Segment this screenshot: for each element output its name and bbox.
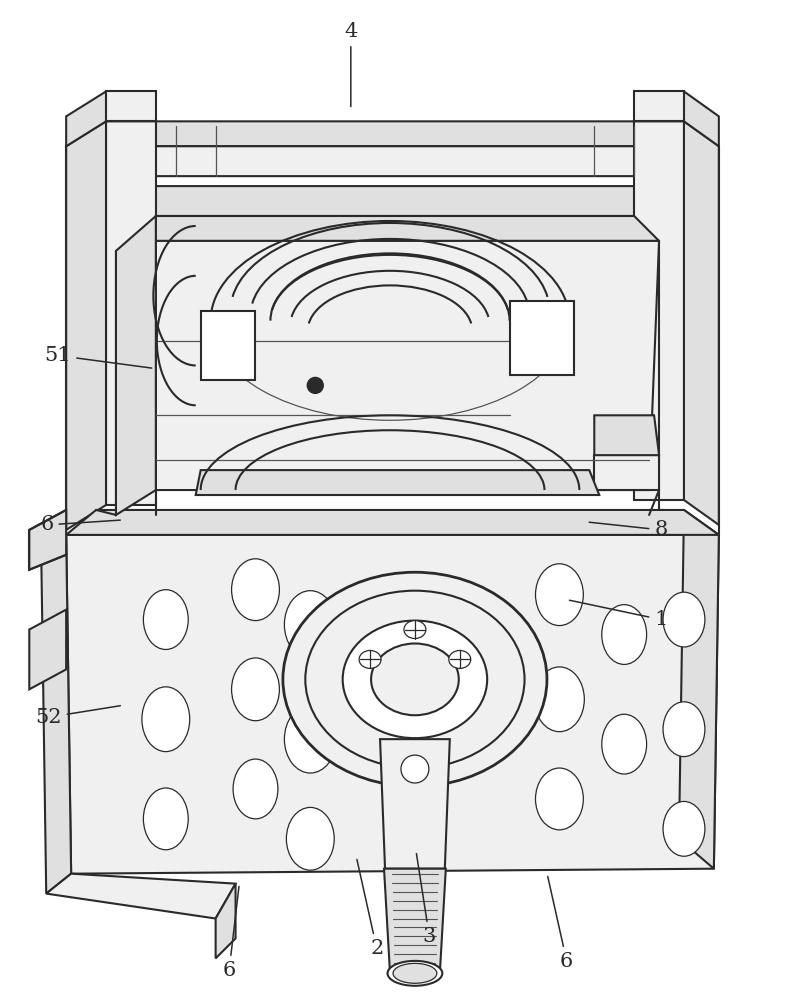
- Polygon shape: [156, 216, 659, 241]
- Ellipse shape: [534, 667, 585, 732]
- Ellipse shape: [232, 559, 280, 621]
- Ellipse shape: [393, 963, 437, 983]
- Ellipse shape: [232, 658, 280, 721]
- Polygon shape: [29, 610, 66, 689]
- Polygon shape: [380, 739, 450, 869]
- Ellipse shape: [284, 705, 336, 773]
- Circle shape: [307, 377, 323, 393]
- Ellipse shape: [233, 759, 278, 819]
- Polygon shape: [201, 311, 255, 380]
- Polygon shape: [216, 884, 236, 958]
- Polygon shape: [106, 91, 156, 121]
- Polygon shape: [106, 121, 156, 505]
- Text: 4: 4: [344, 22, 358, 107]
- Polygon shape: [66, 535, 719, 874]
- Text: 3: 3: [416, 854, 436, 946]
- Polygon shape: [679, 510, 719, 869]
- Ellipse shape: [143, 590, 188, 649]
- Ellipse shape: [536, 564, 583, 626]
- Ellipse shape: [404, 621, 426, 639]
- Polygon shape: [510, 301, 574, 375]
- Polygon shape: [81, 121, 709, 146]
- Ellipse shape: [663, 592, 705, 647]
- Text: 1: 1: [570, 600, 667, 629]
- Text: 6: 6: [222, 886, 239, 980]
- Polygon shape: [634, 121, 684, 500]
- Polygon shape: [594, 455, 659, 490]
- Polygon shape: [195, 470, 599, 495]
- Polygon shape: [66, 91, 156, 146]
- Ellipse shape: [305, 591, 525, 768]
- Text: 8: 8: [589, 520, 667, 539]
- Text: 52: 52: [35, 706, 121, 727]
- Ellipse shape: [142, 687, 190, 752]
- Ellipse shape: [663, 702, 705, 757]
- Polygon shape: [81, 146, 709, 176]
- Ellipse shape: [286, 807, 334, 870]
- Ellipse shape: [283, 572, 547, 786]
- Ellipse shape: [449, 650, 470, 668]
- Polygon shape: [634, 91, 719, 146]
- Circle shape: [401, 755, 429, 783]
- Polygon shape: [46, 874, 236, 919]
- Ellipse shape: [602, 714, 647, 774]
- Ellipse shape: [284, 591, 336, 658]
- Ellipse shape: [602, 605, 647, 664]
- Ellipse shape: [388, 961, 442, 986]
- Polygon shape: [66, 510, 719, 535]
- Text: 51: 51: [45, 346, 152, 368]
- Ellipse shape: [663, 801, 705, 856]
- Text: 6: 6: [40, 515, 121, 534]
- Polygon shape: [116, 216, 156, 515]
- Polygon shape: [41, 535, 71, 894]
- Text: 2: 2: [357, 859, 383, 958]
- Text: 6: 6: [548, 876, 574, 971]
- Polygon shape: [684, 121, 719, 525]
- Ellipse shape: [359, 650, 381, 668]
- Polygon shape: [156, 241, 659, 490]
- Ellipse shape: [343, 621, 487, 738]
- Polygon shape: [96, 186, 689, 216]
- Polygon shape: [29, 510, 66, 570]
- Ellipse shape: [143, 788, 188, 850]
- Ellipse shape: [536, 768, 583, 830]
- Polygon shape: [66, 121, 106, 530]
- Polygon shape: [96, 216, 689, 246]
- Polygon shape: [384, 869, 446, 973]
- Ellipse shape: [371, 643, 459, 715]
- Polygon shape: [594, 415, 659, 455]
- Polygon shape: [634, 91, 684, 121]
